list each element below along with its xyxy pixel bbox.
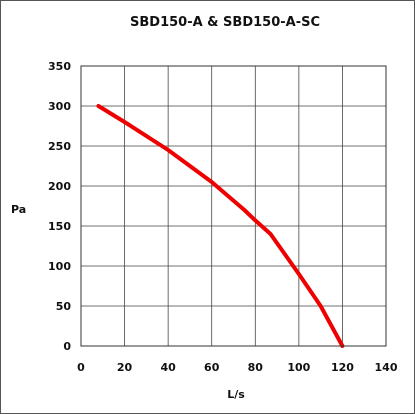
y-tick-label: 300 [48,100,71,113]
x-tick-label: 40 [160,361,176,374]
grid [80,65,387,347]
plot-border [80,65,387,347]
x-tick-label: 60 [204,361,220,374]
y-tick-label: 0 [63,340,71,353]
y-axis-ticks: 0 50 100 150 200 250 300 350 [48,60,71,353]
chart-title: SBD150-A & SBD150-A-SC [130,15,320,30]
x-axis-ticks: 0 20 40 60 80 100 120 140 [77,361,398,374]
y-tick-label: 150 [48,220,71,233]
x-tick-label: 100 [287,361,310,374]
series-group [96,104,345,348]
x-tick-label: 120 [331,361,354,374]
x-tick-label: 140 [375,361,398,374]
x-tick-label: 0 [77,361,85,374]
y-tick-label: 50 [56,300,72,313]
y-tick-label: 350 [48,60,71,73]
y-axis-label: Pa [11,203,26,216]
x-tick-label: 80 [248,361,264,374]
series-line [96,104,345,348]
x-tick-label: 20 [117,361,133,374]
x-axis-label: L/s [227,388,245,401]
y-tick-label: 250 [48,140,71,153]
y-tick-label: 200 [48,180,71,193]
y-tick-label: 100 [48,260,71,273]
